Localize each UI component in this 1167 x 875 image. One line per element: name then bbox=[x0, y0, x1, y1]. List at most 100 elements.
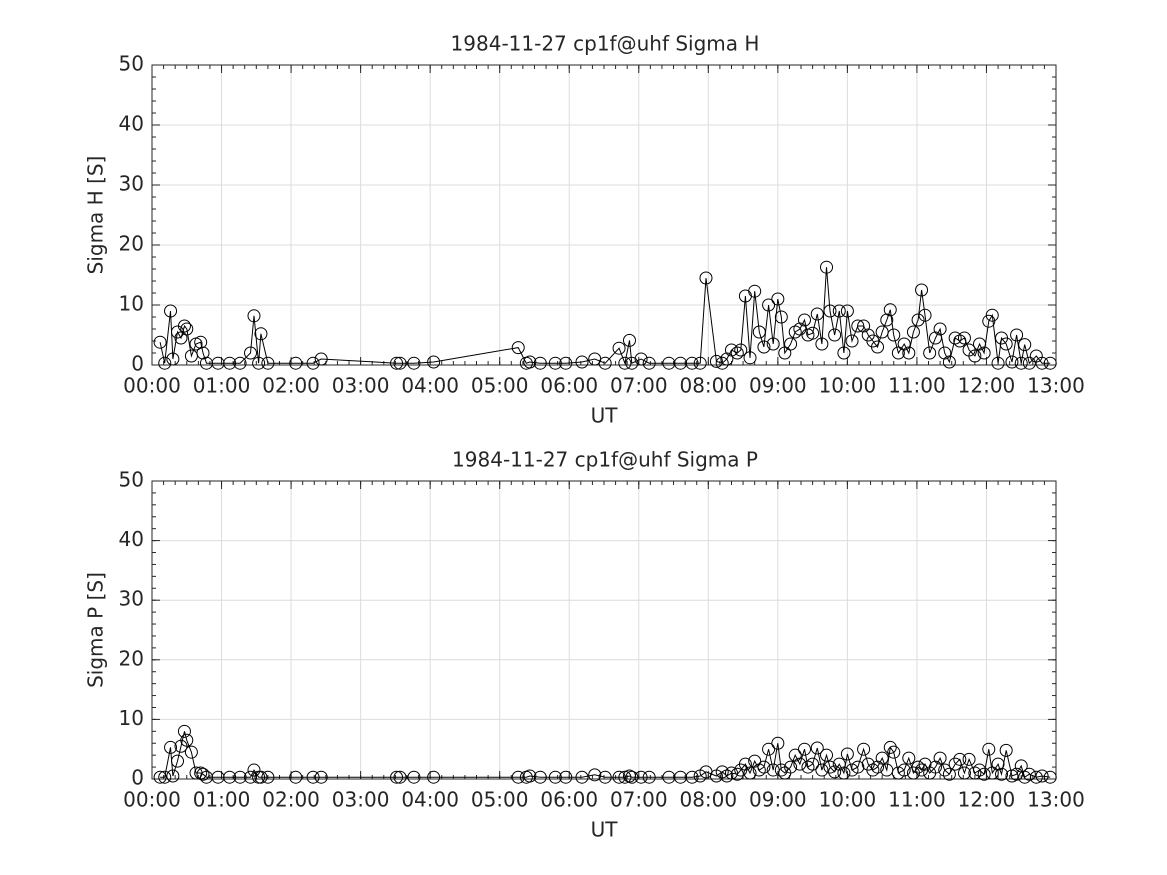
data-point bbox=[314, 352, 328, 366]
data-point bbox=[244, 770, 258, 784]
data-point bbox=[196, 767, 210, 781]
data-point bbox=[982, 742, 996, 756]
data-point bbox=[153, 770, 167, 784]
data-point bbox=[306, 770, 320, 784]
y-tick-label: 40 bbox=[119, 527, 144, 551]
data-point bbox=[840, 747, 854, 761]
data-point bbox=[880, 313, 894, 327]
data-point bbox=[991, 356, 1005, 370]
data-point bbox=[261, 770, 275, 784]
data-point bbox=[871, 760, 885, 774]
data-point bbox=[942, 355, 956, 369]
data-point bbox=[840, 304, 854, 318]
data-point bbox=[1014, 356, 1028, 370]
x-tick-label: 05:00 bbox=[471, 788, 529, 812]
data-point bbox=[164, 740, 178, 754]
y-tick-label: 30 bbox=[119, 172, 144, 196]
data-point bbox=[887, 328, 901, 342]
data-point bbox=[598, 770, 612, 784]
data-point bbox=[223, 770, 237, 784]
data-point bbox=[612, 770, 626, 784]
data-point bbox=[407, 356, 421, 370]
data-point bbox=[923, 346, 937, 360]
data-point bbox=[612, 341, 626, 355]
data-point bbox=[158, 770, 172, 784]
data-point bbox=[1029, 770, 1043, 784]
data-point bbox=[832, 757, 846, 771]
data-point bbox=[891, 766, 905, 780]
data-point bbox=[164, 304, 178, 318]
data-point bbox=[724, 343, 738, 357]
data-point bbox=[699, 271, 713, 285]
data-point bbox=[743, 351, 757, 365]
x-tick-label: 08:00 bbox=[679, 788, 737, 812]
x-tick-label: 12:00 bbox=[958, 788, 1016, 812]
data-point bbox=[598, 356, 612, 370]
x-tick-label: 02:00 bbox=[262, 374, 320, 398]
data-point bbox=[743, 766, 757, 780]
y-tick-label: 50 bbox=[119, 468, 144, 492]
data-point bbox=[254, 770, 268, 784]
data-point bbox=[174, 331, 188, 345]
data-point bbox=[771, 292, 785, 306]
data-point bbox=[1022, 767, 1036, 781]
data-point bbox=[625, 356, 639, 370]
data-point bbox=[999, 743, 1013, 757]
x-tick-label: 13:00 bbox=[1027, 788, 1085, 812]
data-point bbox=[810, 307, 824, 321]
data-point bbox=[757, 340, 771, 354]
data-point bbox=[390, 356, 404, 370]
data-point bbox=[1022, 356, 1036, 370]
data-point bbox=[771, 736, 785, 750]
data-point bbox=[180, 733, 194, 747]
data-point bbox=[233, 356, 247, 370]
chart-title: 1984-11-27 cp1f@uhf Sigma P bbox=[452, 448, 758, 472]
data-point bbox=[815, 337, 829, 351]
data-point bbox=[184, 745, 198, 759]
data-point bbox=[911, 760, 925, 774]
data-point bbox=[642, 356, 656, 370]
data-point bbox=[1010, 328, 1024, 342]
data-point bbox=[871, 340, 885, 354]
data-point bbox=[798, 742, 812, 756]
data-point bbox=[928, 760, 942, 774]
data-point bbox=[837, 346, 851, 360]
data-point bbox=[995, 767, 1009, 781]
data-point bbox=[948, 757, 962, 771]
data-point bbox=[625, 770, 639, 784]
data-point bbox=[1035, 769, 1049, 783]
data-point bbox=[523, 355, 537, 369]
data-point bbox=[1005, 355, 1019, 369]
x-tick-label: 11:00 bbox=[888, 374, 946, 398]
data-point bbox=[252, 356, 266, 370]
y-tick-label: 10 bbox=[119, 706, 144, 730]
data-point bbox=[1035, 356, 1049, 370]
data-point bbox=[223, 356, 237, 370]
data-point bbox=[798, 313, 812, 327]
data-point bbox=[634, 770, 648, 784]
data-point bbox=[261, 356, 275, 370]
data-point bbox=[820, 260, 834, 274]
data-point bbox=[828, 328, 842, 342]
y-tick-label: 20 bbox=[119, 646, 144, 670]
data-point bbox=[548, 356, 562, 370]
data-point bbox=[685, 770, 699, 784]
data-point bbox=[153, 335, 167, 349]
data-point bbox=[815, 763, 829, 777]
data-point bbox=[911, 313, 925, 327]
data-point bbox=[938, 763, 952, 777]
data-point bbox=[962, 752, 976, 766]
data-point bbox=[709, 354, 723, 368]
data-point bbox=[523, 769, 537, 783]
data-point bbox=[685, 356, 699, 370]
x-tick-label: 01:00 bbox=[193, 374, 251, 398]
data-point bbox=[559, 770, 573, 784]
data-point bbox=[823, 304, 837, 318]
data-point bbox=[985, 308, 999, 322]
x-tick-label: 10:00 bbox=[819, 788, 877, 812]
data-point bbox=[196, 346, 210, 360]
data-point bbox=[588, 768, 602, 782]
data-point bbox=[902, 751, 916, 765]
chart-title: 1984-11-27 cp1f@uhf Sigma H bbox=[451, 32, 760, 56]
data-point bbox=[314, 770, 328, 784]
